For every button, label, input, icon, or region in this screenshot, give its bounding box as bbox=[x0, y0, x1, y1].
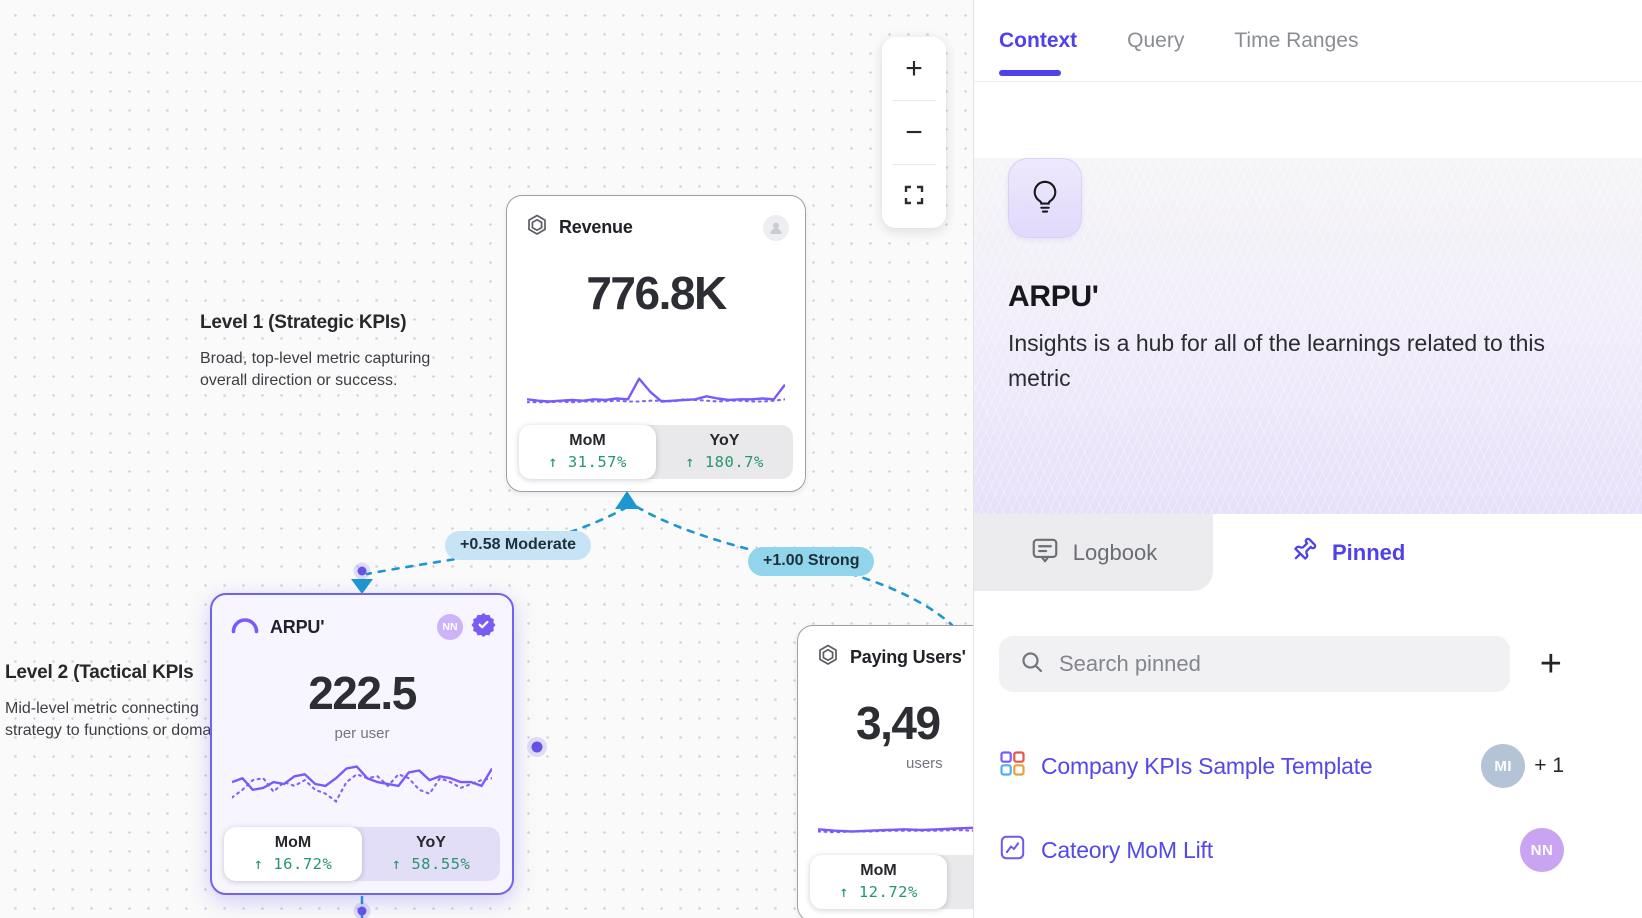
hexagon-metric-icon bbox=[525, 213, 549, 242]
arpu-right-handle[interactable] bbox=[531, 741, 543, 753]
level-1-line-1: Broad, top-level metric capturing bbox=[200, 350, 431, 367]
tab-query[interactable]: Query bbox=[1127, 28, 1185, 52]
stat-yoy[interactable]: YoY ↑ 58.55% bbox=[391, 834, 471, 873]
add-pinned-button[interactable]: + bbox=[1539, 643, 1562, 685]
metric-value: 776.8K bbox=[586, 267, 727, 319]
metric-card-arpu[interactable]: ARPU' NN 222.5 per user MoM ↑ 16.72% bbox=[210, 593, 514, 895]
avatar-mi[interactable]: MI bbox=[1481, 744, 1526, 788]
arpu-top-handle[interactable] bbox=[357, 566, 367, 576]
divider bbox=[892, 164, 936, 165]
metric-context-header: ARPU' Insights is a hub for all of the l… bbox=[974, 158, 1642, 514]
metric-title: ARPU' bbox=[1008, 280, 1099, 313]
search-pinned-input[interactable] bbox=[1059, 651, 1490, 677]
zoom-in-button[interactable]: + bbox=[882, 37, 946, 100]
tab-time-ranges[interactable]: Time Ranges bbox=[1234, 28, 1359, 52]
stat-toggle: MoM ↑ 16.72% YoY ↑ 58.55% bbox=[224, 827, 500, 881]
logbook-label: Logbook bbox=[1072, 539, 1158, 565]
stat-toggle: MoM ↑ 31.57% YoY ↑ 180.7% bbox=[519, 425, 793, 479]
stat-mom[interactable]: MoM ↑ 12.72% bbox=[810, 855, 947, 909]
arrowhead-into-arpu bbox=[351, 579, 373, 594]
divider bbox=[892, 100, 936, 101]
tab-logbook[interactable]: Logbook bbox=[974, 514, 1213, 591]
search-pinned-field[interactable] bbox=[999, 636, 1510, 692]
level-1-title: Level 1 (Strategic KPIs) bbox=[200, 312, 407, 333]
sparkline bbox=[230, 755, 494, 813]
template-grid-icon bbox=[999, 750, 1026, 782]
sparkline bbox=[525, 367, 787, 411]
edge-label-strong[interactable]: +1.00 Strong bbox=[748, 547, 875, 576]
stat-mom[interactable]: MoM ↑ 16.72% bbox=[224, 827, 362, 881]
card-title: Paying Users' bbox=[850, 647, 966, 667]
stat-yoy[interactable]: YoY ↑ 180.7% bbox=[685, 432, 764, 471]
search-icon bbox=[1019, 649, 1045, 680]
card-title: ARPU' bbox=[270, 616, 325, 637]
active-tab-indicator bbox=[999, 70, 1061, 76]
stat-toggle: MoM ↑ 12.72% bbox=[810, 855, 973, 909]
pinned-item-company-kpis[interactable]: Company KPIs Sample Template MI + 1 bbox=[999, 744, 1564, 788]
sidebar-tab-bar: Context Query Time Ranges bbox=[974, 0, 1642, 82]
owner-avatar-icon[interactable] bbox=[763, 214, 789, 241]
hexagon-metric-icon bbox=[816, 643, 840, 672]
pinned-list-panel: + Company KPIs Sample Template MI + 1 bbox=[974, 591, 1642, 872]
pinned-item-label: Cateory MoM Lift bbox=[1041, 836, 1213, 863]
logbook-icon bbox=[1030, 535, 1060, 570]
chart-icon bbox=[999, 834, 1026, 866]
metric-tree-canvas[interactable]: Level 1 (Strategic KPIs) Broad, top-leve… bbox=[0, 0, 973, 918]
metric-description: Insights is a hub for all of the learnin… bbox=[1008, 330, 1545, 391]
card-title: Revenue bbox=[559, 217, 633, 237]
arc-metric-icon bbox=[230, 615, 260, 640]
pinned-label: Pinned bbox=[1332, 539, 1406, 565]
collaborator-avatar[interactable]: NN bbox=[437, 614, 463, 640]
sparkline bbox=[816, 797, 973, 841]
level-1-line-2: overall direction or success. bbox=[200, 372, 398, 390]
verified-badge-icon bbox=[471, 612, 496, 642]
pushpin-icon bbox=[1289, 535, 1319, 570]
zoom-controls: + − bbox=[882, 37, 946, 228]
arpu-top-handle-halo bbox=[353, 562, 371, 580]
arrowhead-into-revenue bbox=[615, 491, 639, 509]
extra-collaborators-count: + 1 bbox=[1534, 754, 1564, 777]
insight-icon-tile bbox=[1008, 158, 1082, 238]
tab-pinned[interactable]: Pinned bbox=[1213, 514, 1642, 591]
level-1-annotation: Level 1 (Strategic KPIs) Broad, top-leve… bbox=[200, 312, 430, 393]
pinned-item-label: Company KPIs Sample Template bbox=[1041, 752, 1373, 779]
stat-yoy[interactable] bbox=[947, 855, 973, 909]
avatar-nn[interactable]: NN bbox=[1520, 828, 1564, 872]
metric-unit: users bbox=[906, 755, 943, 772]
metric-card-paying-users[interactable]: Paying Users' 3,49 users MoM ↑ 12.72% bbox=[797, 625, 973, 918]
stat-mom[interactable]: MoM ↑ 31.57% bbox=[519, 425, 656, 479]
level-2-line-2: strategy to functions or doma bbox=[5, 722, 212, 740]
arpu-bottom-handle-halo bbox=[353, 902, 371, 918]
fullscreen-icon bbox=[903, 180, 925, 214]
lightbulb-icon bbox=[1024, 175, 1066, 222]
logbook-pinned-tabs: Logbook Pinned bbox=[974, 514, 1642, 591]
context-sidebar: Context Query Time Ranges ARPU' Insights… bbox=[973, 0, 1642, 918]
metric-unit: per user bbox=[334, 725, 390, 742]
metric-value: 222.5 bbox=[308, 667, 417, 719]
fit-view-button[interactable] bbox=[882, 165, 946, 228]
metric-value: 3,49 bbox=[856, 697, 941, 749]
pinned-item-cateory-mom-lift[interactable]: Cateory MoM Lift NN bbox=[999, 828, 1564, 872]
metric-card-revenue[interactable]: Revenue 776.8K MoM ↑ 31.57% YoY ↑ 180.7% bbox=[506, 195, 806, 492]
level-2-annotation: Level 2 (Tactical KPIs Mid-level metric … bbox=[5, 662, 211, 743]
arpu-right-handle-halo bbox=[527, 737, 547, 757]
level-2-line-1: Mid-level metric connecting bbox=[5, 700, 199, 717]
edge-label-moderate[interactable]: +0.58 Moderate bbox=[445, 531, 592, 560]
zoom-out-button[interactable]: − bbox=[882, 101, 946, 164]
tab-context[interactable]: Context bbox=[999, 28, 1078, 52]
arpu-bottom-handle[interactable] bbox=[357, 906, 367, 916]
level-2-title: Level 2 (Tactical KPIs bbox=[5, 662, 194, 683]
